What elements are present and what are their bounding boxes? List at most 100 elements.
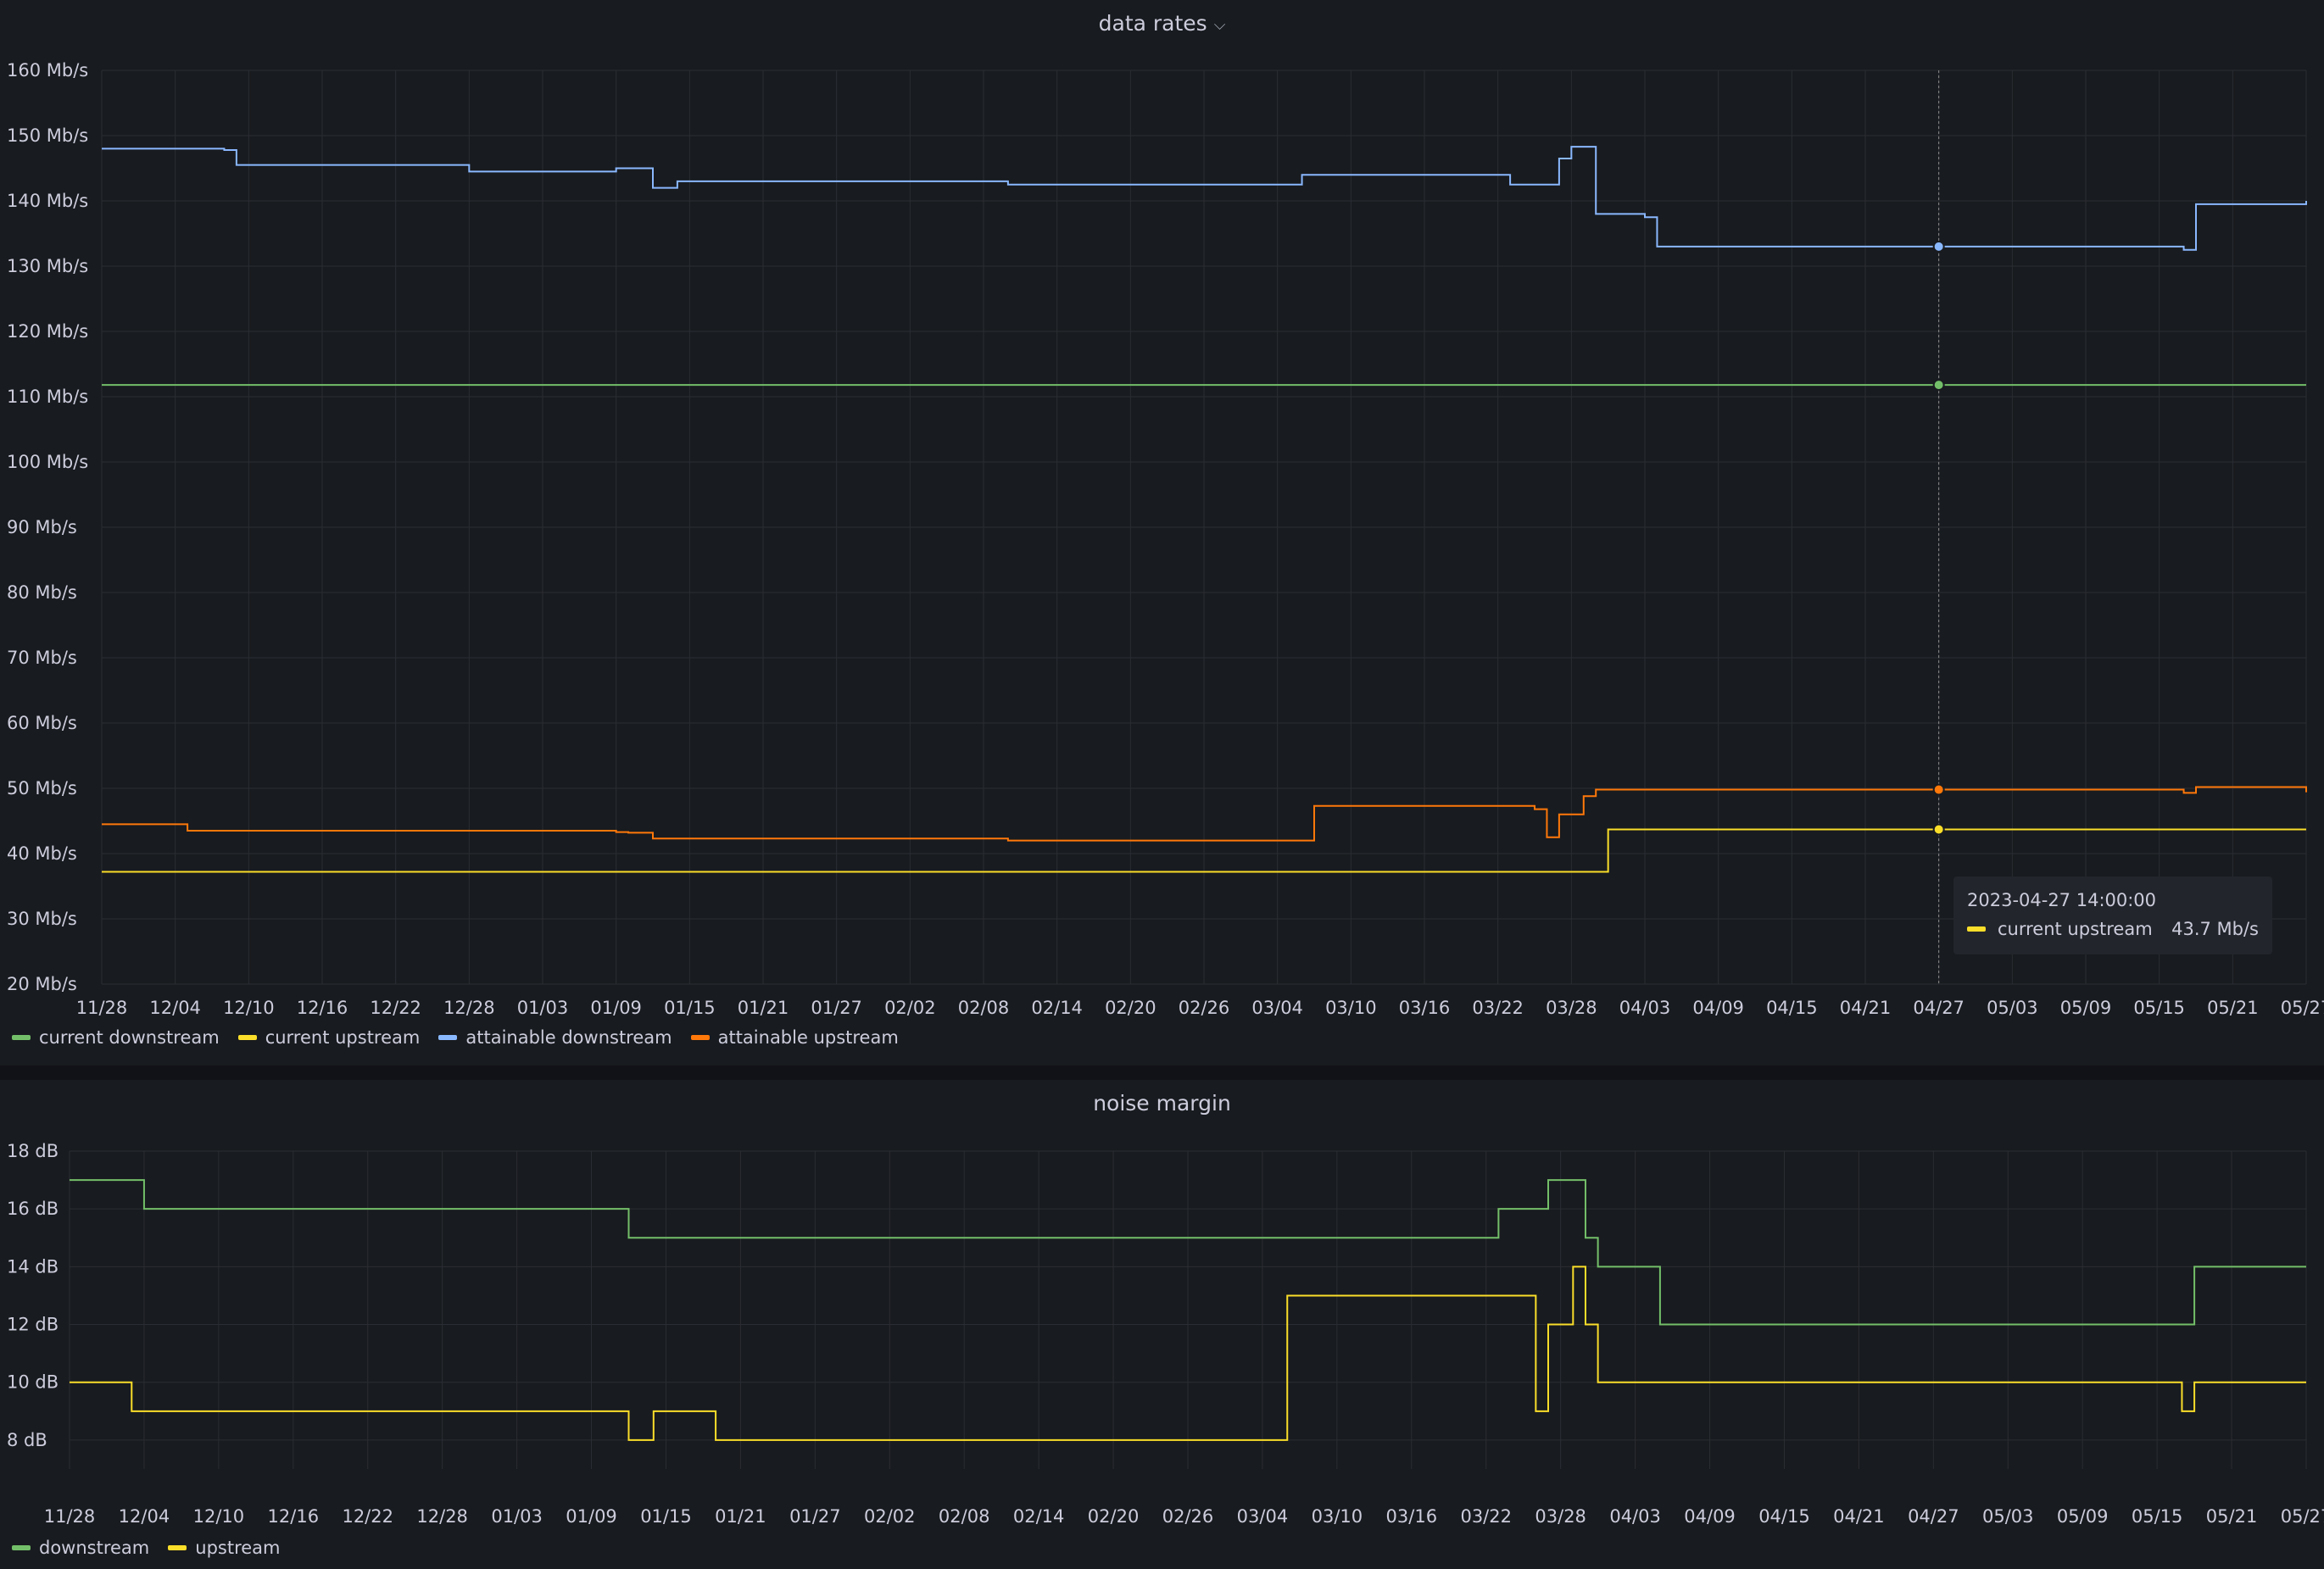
legend-swatch [690,1035,710,1040]
x-tick-label: 04/21 [1840,998,1892,1018]
x-tick-label: 01/15 [664,998,716,1018]
legend-item-current-upstream[interactable]: current upstream [237,1027,421,1048]
legend-item-attainable-upstream[interactable]: attainable upstream [690,1027,899,1048]
y-tick-label: 120 Mb/s [7,321,88,342]
x-tick-label: 02/14 [1031,998,1083,1018]
y-tick-label: 110 Mb/s [7,387,88,407]
y-tick-label: 80 Mb/s [7,582,77,603]
series-line-attainable-upstream [102,786,2307,842]
noise-margin-chart[interactable]: 8 dB 10 dB 12 dB 14 dB 16 dB 18 dB 11/28 12/04 1… [0,1080,2324,1569]
series-line-downstream [70,1179,2306,1326]
x-tick-label: 02/26 [1162,1506,1214,1527]
y-tick-label: 100 Mb/s [7,452,88,472]
x-tick-label: 03/22 [1472,998,1524,1018]
y-tick-label: 60 Mb/s [7,713,77,733]
x-tick-label: 11/28 [44,1506,96,1527]
noise-margin-panel: noise margin 8 dB 10 dB 12 dB 14 dB 16 dB 18 … [0,1080,2324,1569]
rates-legend: current downstream current upstream atta… [12,1027,899,1048]
series-line-current-upstream [102,828,2306,873]
legend-label: downstream [39,1538,150,1558]
series-line-upstream [70,1266,2306,1441]
legend-item-attainable-downstream[interactable]: attainable downstream [438,1027,672,1048]
hover-point [1932,240,1945,253]
hover-tooltip: 2023-04-27 14:00:00 current upstream 43.… [1953,876,2272,954]
legend-item-upstream[interactable]: upstream [168,1538,281,1558]
legend-swatch [168,1545,187,1550]
data-rates-chart[interactable]: 20 Mb/s 30 Mb/s 40 Mb/s 50 Mb/s 60 Mb/s 70 Mb… [0,0,2324,1065]
tooltip-value: 43.7 Mb/s [2171,919,2259,939]
legend-swatch [237,1035,257,1040]
x-tick-label: 12/28 [416,1506,468,1527]
x-tick-label: 04/27 [1913,998,1965,1018]
y-tick-label: 90 Mb/s [7,517,77,537]
x-tick-label: 01/09 [590,998,642,1018]
x-tick-label: 01/27 [789,1506,841,1527]
y-tick-label: 140 Mb/s [7,191,88,211]
x-tick-label: 05/21 [2206,1506,2258,1527]
x-tick-label: 05/15 [2132,1506,2183,1527]
data-rates-panel: data rates ⌵ 20 Mb/s 30 Mb/s 40 Mb/s 50 Mb/s… [0,0,2324,1065]
x-tick-label: 12/28 [443,998,495,1018]
x-tick-label: 01/27 [811,998,862,1018]
tooltip-swatch [1967,926,1986,932]
tooltip-series: current upstream [1998,919,2153,939]
y-tick-label: 30 Mb/s [7,909,77,929]
x-tick-label: 05/03 [1982,1506,2034,1527]
x-tick-label: 12/22 [370,998,421,1018]
x-tick-label: 01/09 [566,1506,617,1527]
tooltip-time: 2023-04-27 14:00:00 [1967,890,2157,910]
y-tick-label: 130 Mb/s [7,256,88,276]
x-tick-label: 03/28 [1546,998,1597,1018]
y-tick-label: 8 dB [7,1430,47,1450]
y-tick-label: 150 Mb/s [7,125,88,146]
x-tick-label: 04/03 [1619,998,1671,1018]
noise-legend: downstream upstream [12,1538,281,1558]
legend-label: current upstream [265,1027,421,1048]
x-tick-label: 02/08 [939,1506,990,1527]
x-tick-label: 04/21 [1833,1506,1885,1527]
y-tick-label: 18 dB [7,1141,59,1161]
x-tick-label: 12/04 [119,1506,170,1527]
x-tick-label: 11/28 [76,998,128,1018]
x-tick-label: 05/03 [1987,998,2038,1018]
x-tick-label: 03/28 [1535,1506,1586,1527]
x-tick-label: 12/10 [193,1506,245,1527]
legend-item-current-downstream[interactable]: current downstream [12,1027,220,1048]
x-tick-label: 12/22 [342,1506,393,1527]
x-tick-label: 05/27 [2281,1506,2324,1527]
y-tick-label: 40 Mb/s [7,843,77,864]
x-tick-label: 04/09 [1684,1506,1736,1527]
hover-point [1932,379,1945,392]
x-tick-label: 03/22 [1460,1506,1512,1527]
x-tick-label: 01/21 [715,1506,766,1527]
x-tick-label: 04/27 [1908,1506,1959,1527]
x-tick-label: 12/04 [149,998,201,1018]
x-tick-label: 12/16 [268,1506,320,1527]
legend-label: current downstream [39,1027,220,1048]
y-tick-label: 160 Mb/s [7,60,88,81]
x-tick-label: 05/09 [2057,1506,2109,1527]
x-tick-label: 03/04 [1251,998,1303,1018]
tooltip-row: current upstream 43.7 Mb/s [1967,919,2259,939]
x-tick-label: 12/16 [297,998,348,1018]
legend-swatch [12,1545,31,1550]
chevron-down-icon: ⌵ [1213,15,1226,34]
x-tick-label: 04/15 [1758,1506,1810,1527]
panel-title[interactable]: noise margin [1093,1091,1231,1116]
x-tick-label: 01/03 [517,998,569,1018]
y-tick-label: 12 dB [7,1315,59,1335]
x-tick-label: 01/03 [491,1506,543,1527]
x-tick-label: 04/15 [1766,998,1818,1018]
x-tick-label: 05/27 [2281,998,2324,1018]
legend-item-downstream[interactable]: downstream [12,1538,149,1558]
x-tick-label: 03/10 [1312,1506,1363,1527]
legend-swatch [438,1035,458,1040]
panel-title-menu[interactable]: data rates ⌵ [0,11,2324,36]
x-tick-label: 01/21 [738,998,789,1018]
hover-point [1932,823,1945,836]
x-tick-label: 05/09 [2060,998,2112,1018]
x-tick-label: 02/02 [864,1506,916,1527]
y-tick-label: 50 Mb/s [7,778,77,798]
x-tick-label: 03/10 [1325,998,1377,1018]
hover-point [1932,783,1945,796]
